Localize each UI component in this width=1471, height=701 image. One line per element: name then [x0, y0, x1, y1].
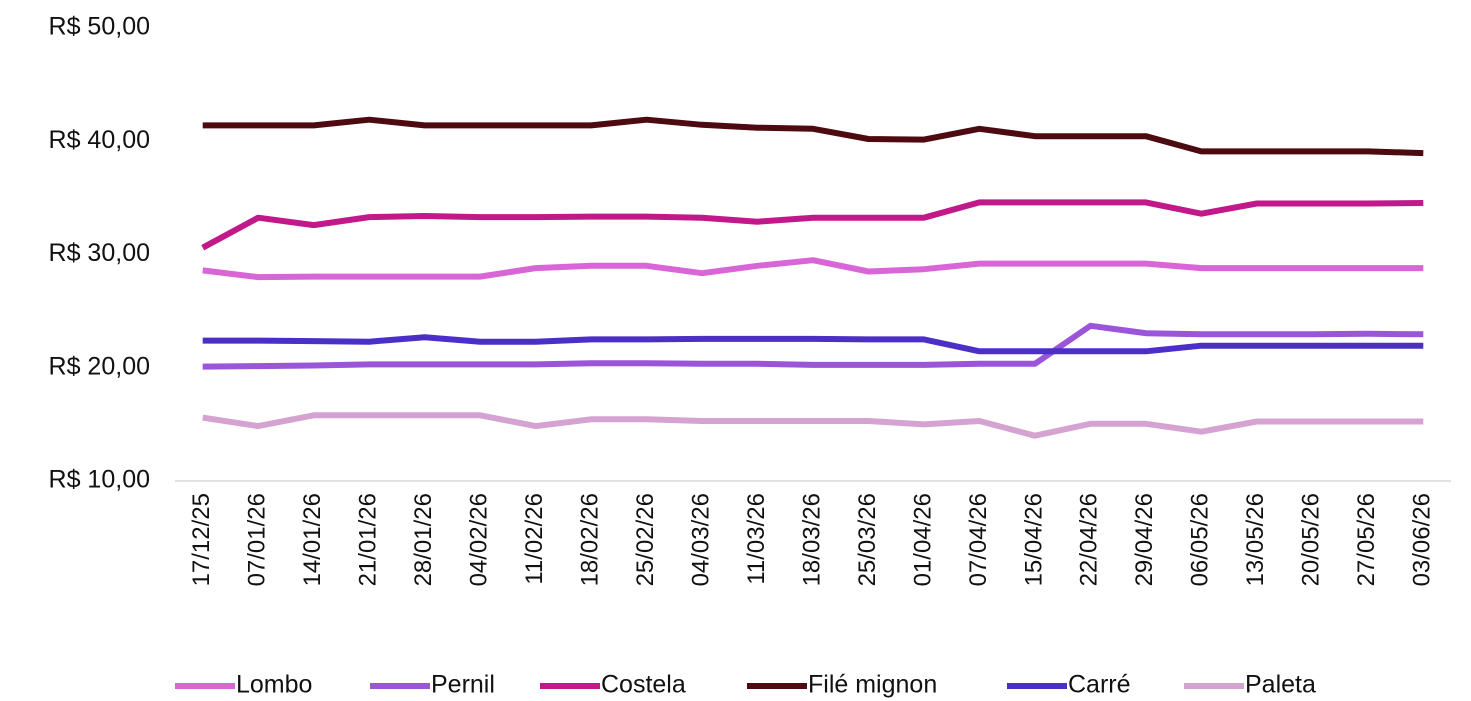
x-tick-label: 03/06/26: [1409, 493, 1436, 586]
legend: Lombo Pernil Costela Filé mignon Carré Paleta: [175, 671, 1316, 699]
x-tick-label: 11/03/26: [743, 493, 770, 585]
series-line-carre: [202, 334, 1424, 355]
legend-label-costela: Costela: [601, 671, 686, 699]
x-tick-label: 18/02/26: [576, 493, 603, 586]
x-tick-label: 20/05/26: [1298, 493, 1325, 586]
x-tick-label: 29/04/26: [1131, 493, 1158, 586]
legend-label-pernil: Pernil: [431, 671, 495, 699]
x-axis: 17/12/25 07/01/26 14/01/26 21/01/26 28/01/26…: [175, 480, 1451, 586]
x-tick-label: 01/04/26: [909, 493, 936, 586]
x-tick-label: 04/03/26: [687, 493, 714, 586]
x-tick-label: 07/04/26: [965, 493, 992, 586]
x-tick-label: 04/02/26: [465, 493, 492, 586]
x-tick-label: 14/01/26: [299, 493, 326, 586]
x-tick-label: 06/05/26: [1187, 493, 1214, 586]
legend-label-file-mignon: Filé mignon: [808, 671, 937, 699]
legend-label-paleta: Paleta: [1245, 671, 1316, 699]
x-tick-label: 22/04/26: [1076, 493, 1103, 586]
plot-lines: [201, 116, 1424, 439]
y-tick-label: R$ 10,00: [49, 466, 150, 494]
series-line-costela: [201, 199, 1424, 251]
y-axis: R$ 10,00 R$ 20,00 R$ 30,00 R$ 40,00 R$ 50,00: [49, 13, 150, 494]
x-tick-label: 27/05/26: [1353, 493, 1380, 586]
y-tick-label: R$ 50,00: [49, 13, 150, 41]
x-tick-label: 13/05/26: [1242, 493, 1269, 586]
series-line-paleta: [202, 412, 1424, 439]
series-line-lombo: [202, 257, 1424, 281]
x-tick-label: 18/03/26: [798, 493, 825, 586]
legend-label-carre: Carré: [1068, 671, 1131, 699]
legend-label-lombo: Lombo: [236, 671, 312, 699]
x-tick-label: 25/03/26: [854, 493, 881, 586]
x-tick-label: 15/04/26: [1020, 493, 1047, 586]
x-tick-label: 11/02/26: [521, 493, 548, 585]
x-tick-label: 25/02/26: [632, 493, 659, 586]
y-tick-label: R$ 30,00: [49, 239, 150, 267]
y-tick-label: R$ 40,00: [49, 126, 150, 154]
x-tick-label: 07/01/26: [244, 493, 271, 586]
series-line-file-mignon: [202, 116, 1424, 157]
y-tick-label: R$ 20,00: [49, 352, 150, 380]
x-tick-label: 28/01/26: [410, 493, 437, 586]
x-tick-label: 21/01/26: [355, 493, 382, 586]
x-tick-label: 17/12/25: [188, 493, 215, 586]
